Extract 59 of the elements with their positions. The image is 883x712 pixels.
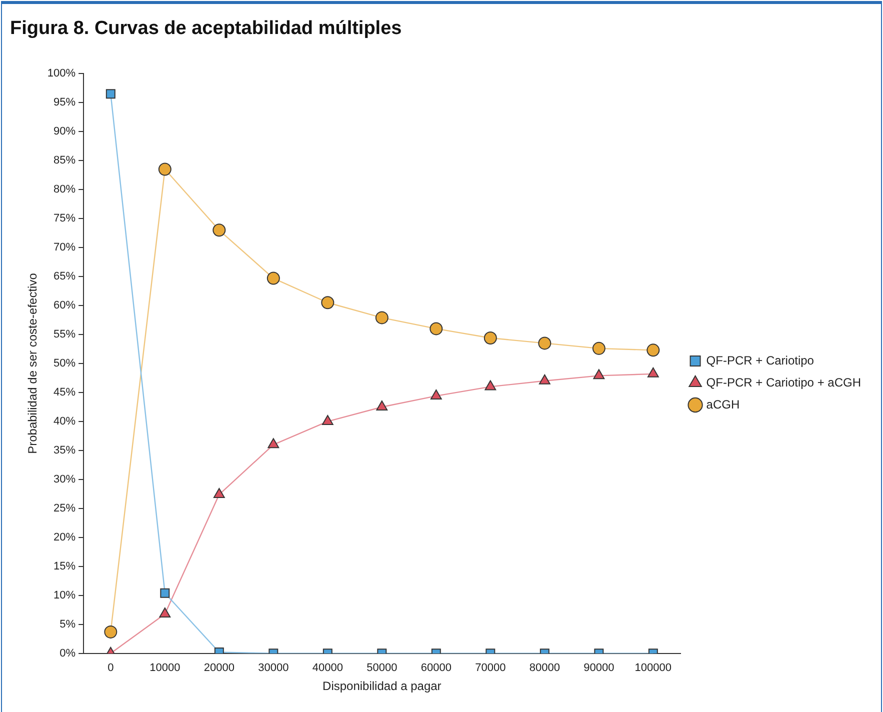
- x-tick-label: 20000: [204, 662, 234, 674]
- legend-label: QF-PCR + Cariotipo + aCGH: [706, 375, 862, 390]
- point: [430, 389, 442, 400]
- y-axis-title: Probabilidad de ser coste-efectivo: [26, 272, 40, 454]
- y-tick-label: 80%: [54, 184, 76, 196]
- point: [647, 367, 659, 378]
- point: [376, 400, 388, 410]
- point: [484, 380, 496, 390]
- x-tick-label: 50000: [366, 662, 398, 674]
- x-tick-label: 90000: [584, 662, 614, 674]
- point: [158, 162, 172, 176]
- y-tick-label: 95%: [54, 96, 76, 109]
- y-tick-label: 100%: [47, 68, 76, 80]
- point: [593, 369, 605, 380]
- legend-label: QF-PCR + Cariotipo: [706, 353, 814, 368]
- y-tick-label: 55%: [54, 328, 76, 341]
- y-tick-label: 75%: [54, 212, 76, 225]
- y-tick-label: 85%: [54, 154, 76, 167]
- y-tick-label: 10%: [54, 589, 76, 602]
- legend-label: aCGH: [706, 397, 740, 412]
- x-tick-label: 40000: [312, 662, 343, 674]
- x-axis-title: Disponibilidad a pagar: [322, 679, 442, 694]
- y-tick-label: 0%: [60, 647, 76, 660]
- x-tick-label: 70000: [475, 662, 506, 674]
- y-tick-label: 20%: [54, 531, 76, 544]
- point: [538, 374, 550, 384]
- y-tick-label: 35%: [54, 444, 76, 456]
- point: [430, 322, 443, 336]
- point: [322, 414, 334, 425]
- chart-title: Figura 8. Curvas de aceptabilidad múltiples: [10, 18, 402, 40]
- y-tick-label: 15%: [54, 560, 76, 572]
- point: [212, 224, 226, 237]
- y-tick-label: 40%: [54, 416, 76, 428]
- y-tick-label: 5%: [60, 618, 76, 630]
- point: [321, 296, 334, 310]
- point: [213, 488, 225, 498]
- x-tick-label: 0: [108, 662, 114, 674]
- point: [268, 438, 280, 448]
- y-tick-label: 50%: [54, 358, 76, 370]
- point: [484, 331, 497, 344]
- x-tick-label: 10000: [150, 662, 180, 674]
- y-tick-label: 25%: [54, 502, 76, 514]
- y-tick-label: 90%: [54, 126, 76, 138]
- point: [106, 89, 116, 99]
- x-tick-label: 80000: [529, 662, 560, 674]
- x-tick-label: 100000: [634, 662, 672, 674]
- point: [375, 311, 388, 324]
- y-tick-label: 30%: [54, 473, 76, 486]
- y-tick-label: 45%: [54, 386, 76, 399]
- y-tick-label: 70%: [54, 242, 76, 254]
- y-tick-label: 60%: [54, 300, 76, 312]
- x-tick-label: 30000: [258, 662, 289, 674]
- point: [646, 344, 660, 357]
- point: [538, 336, 552, 350]
- point: [592, 342, 606, 355]
- x-tick-label: 60000: [420, 662, 452, 674]
- point: [159, 607, 171, 618]
- y-tick-label: 65%: [54, 270, 76, 283]
- point: [266, 272, 280, 285]
